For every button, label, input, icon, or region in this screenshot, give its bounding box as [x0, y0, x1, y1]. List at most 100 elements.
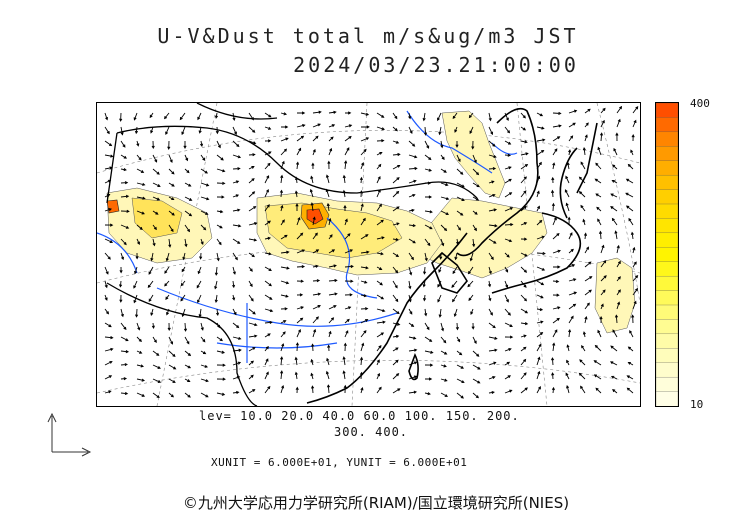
wind-arrow: [152, 182, 161, 187]
wind-arrow: [626, 387, 634, 394]
wind-arrow: [104, 375, 113, 380]
wind-arrow: [536, 307, 544, 312]
wind-arrow: [566, 359, 570, 366]
wind-arrow: [437, 112, 442, 122]
colorbar-swatch: [655, 218, 679, 234]
wind-arrow: [614, 230, 618, 240]
wind-arrow: [566, 384, 570, 394]
wind-arrow: [616, 105, 623, 114]
wind-arrow: [472, 336, 477, 345]
wind-arrow: [456, 210, 464, 216]
wind-arrow: [600, 107, 606, 114]
wind-arrow: [264, 151, 272, 156]
wind-arrow: [504, 335, 514, 339]
wind-arrow: [392, 237, 399, 242]
wind-arrow: [467, 266, 474, 275]
wind-arrow: [232, 266, 236, 275]
wind-arrow: [248, 308, 256, 315]
wind-arrow: [164, 112, 170, 120]
wind-arrow: [343, 204, 347, 211]
dust-peak: [306, 208, 324, 225]
wind-arrow: [152, 238, 156, 247]
wind-arrow: [216, 336, 223, 342]
wind-arrow: [564, 189, 570, 198]
wind-arrow: [197, 266, 202, 275]
wind-arrow: [248, 360, 255, 366]
wind-arrow: [392, 359, 399, 366]
wind-arrow: [152, 224, 157, 231]
wind-arrow: [438, 308, 442, 318]
wind-arrow: [232, 167, 241, 171]
wind-arrow: [504, 348, 512, 352]
wind-arrow: [104, 308, 110, 315]
wind-arrow: [264, 358, 269, 366]
wind-arrow: [104, 179, 112, 184]
wind-arrow: [568, 303, 577, 310]
wind-arrow: [582, 218, 586, 226]
wind-arrow: [180, 294, 186, 302]
colorbar-swatch: [655, 189, 679, 205]
wind-arrow: [264, 126, 272, 130]
wind-arrow: [248, 126, 256, 133]
wind-arrow: [232, 126, 237, 135]
wind-arrow: [232, 194, 240, 198]
wind-arrow: [632, 261, 637, 268]
wind-arrow: [216, 392, 226, 396]
wind-arrow: [408, 390, 417, 394]
wind-arrow: [214, 266, 218, 276]
colorbar-swatch: [655, 348, 679, 364]
wind-arrow: [376, 386, 382, 394]
wind-arrow: [360, 125, 370, 129]
wind-arrow: [280, 148, 288, 156]
wind-arrow: [520, 372, 527, 380]
colorbar-swatch: [655, 275, 679, 292]
wind-arrow: [280, 343, 285, 352]
wind-arrow: [264, 252, 272, 256]
wind-arrow: [609, 361, 618, 366]
wind-arrow: [584, 276, 593, 282]
wind-arrow: [552, 216, 557, 226]
wind-arrow: [166, 308, 170, 316]
wind-arrow: [437, 294, 442, 303]
wind-arrow: [280, 204, 284, 212]
wind-arrow: [408, 179, 417, 184]
wind-arrow: [632, 287, 639, 296]
wind-arrow: [612, 329, 618, 338]
wind-arrow: [344, 124, 353, 128]
wind-arrow: [147, 280, 154, 289]
wind-arrow: [133, 112, 138, 121]
wind-arrow: [440, 364, 447, 368]
wind-arrow: [310, 385, 315, 394]
wind-arrow: [200, 196, 210, 201]
wind-arrow: [520, 112, 526, 119]
wind-arrow: [472, 210, 478, 215]
wind-arrow: [392, 308, 400, 315]
wind-arrow: [184, 238, 188, 248]
wind-arrow: [616, 260, 621, 268]
wind-arrow: [232, 390, 240, 395]
wind-arrow: [248, 153, 256, 157]
wind-arrow: [168, 196, 175, 201]
wind-arrow: [632, 106, 639, 114]
wind-arrow: [472, 168, 480, 176]
wind-arrow: [408, 193, 416, 198]
wind-arrow: [296, 124, 306, 128]
wind-arrow: [328, 330, 332, 338]
wind-arrow: [469, 252, 474, 262]
wind-arrow: [594, 178, 602, 184]
reference-vector-icon: [47, 412, 92, 457]
wind-arrow: [440, 224, 448, 232]
wind-arrow: [584, 261, 592, 268]
wind-arrow: [630, 149, 634, 156]
wind-arrow: [264, 280, 272, 287]
wind-arrow: [342, 174, 346, 184]
wind-arrow: [232, 294, 236, 301]
wind-arrow: [325, 370, 330, 380]
wind-arrow: [120, 140, 126, 148]
wind-arrow: [104, 322, 112, 328]
wind-arrow: [148, 294, 154, 302]
wind-arrow: [504, 280, 509, 289]
wind-arrow: [232, 112, 236, 122]
wind-arrow: [328, 292, 338, 296]
wind-arrow: [550, 357, 555, 366]
